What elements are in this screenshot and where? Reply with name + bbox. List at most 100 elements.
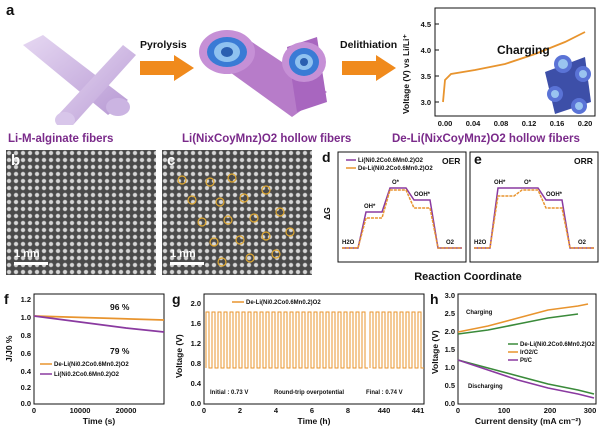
caption-delithiated: De-Li(NixCoyMnz)O2 hollow fibers [392,133,580,145]
h-legend-0: De-Li(Ni0.2Co0.6Mn0.2)O2 [520,342,595,348]
h-ytick-4: 2.0 [445,327,455,336]
inset-xtick-3: 0.12 [522,119,537,128]
inset-ylabel: Voltage (V) vs Li/Li⁺ [401,34,411,114]
g-ytick-4: 1.6 [191,319,201,328]
f-legend-1: Li(Ni0.2Co0.6Mn0.2)O2 [54,372,120,378]
oer-species-0: H2O [342,240,355,246]
panel-label-a: a [6,2,15,19]
g-ytick-3: 1.2 [191,339,201,348]
g-initial: Initial : 0.73 V [210,390,248,396]
g-xtick-2: 4 [274,406,279,415]
h-charging: Charging [466,310,493,316]
orr-species-4: O2 [578,240,587,246]
h-ytick-3: 1.5 [445,345,455,354]
caption-hollow: Li(NixCoyMnz)O2 hollow fibers [182,133,352,145]
orr-species-1: OH* [494,180,506,186]
f-ann2: 79 % [110,346,130,356]
de-xlabel: Reaction Coordinate [414,271,522,283]
delithiation-arrow-icon [342,55,396,81]
scale-text-b: 1 nm [14,248,40,260]
inset-charging-curve [442,31,586,103]
f-ytick-6: 1.2 [21,295,31,304]
f-xtick-2: 20000 [116,406,137,415]
h-xtick-2: 200 [544,406,557,415]
inset-ytick-1: 3.5 [421,72,431,81]
g-legend: De-Li(Ni0.2Co0.6Mn0.2)O2 [246,300,321,306]
panel-g-chart: g 0.0 0.4 0.8 1.2 1.6 2.0 0 2 4 6 8 440 … [172,291,425,426]
orr-species-0: H2O [474,240,487,246]
de-legend-0: Li(Ni0.2Co0.6Mn0.2)O2 [358,158,424,164]
f-curve-delithiated [33,315,165,321]
f-ytick-2: 0.4 [21,367,32,376]
pyrolysis-arrow-icon [140,55,194,81]
panel-label-h: h [430,291,439,307]
hollow-fibers-illustration [199,30,327,117]
oer-label: OER [442,156,460,166]
panel-f-chart: f 0.0 0.2 0.4 0.6 0.8 1.0 1.2 0 10000 20… [4,291,165,426]
oer-species-1: OH* [364,204,376,210]
orr-species-2: O* [524,180,532,186]
tem-image-b: b 1 nm [6,150,156,275]
inset-ytick-3: 4.5 [421,20,431,29]
f-ytick-5: 1.0 [21,313,31,322]
caption-alginate: Li-M-alginate fibers [8,133,114,145]
g-final: Final : 0.74 V [366,390,403,396]
f-ytick-3: 0.6 [21,349,31,358]
inset-xtick-4: 0.16 [550,119,565,128]
h-discharge-ptc [457,359,595,399]
g-xlabel: Time (h) [298,416,331,426]
g-mid: Round-trip overpotential [274,390,344,396]
panel-label-g: g [172,291,181,307]
g-xtick-6: 441 [412,406,425,415]
de-legend-1: De-Li(Ni0.2Co0.6Mn0.2)O2 [358,166,433,172]
oer-species-2: O* [392,180,400,186]
charging-inset-chart: 3.0 3.5 4.0 4.5 0.00 0.04 0.08 0.12 0.16… [401,7,596,128]
oer-species-4: O2 [446,240,455,246]
inset-ytick-0: 3.0 [421,98,431,107]
g-ytick-2: 0.8 [191,359,201,368]
delithiation-label: Delithiation [340,39,398,51]
orr-label: ORR [574,156,593,166]
f-ytick-1: 0.2 [21,383,31,392]
g-xtick-3: 6 [310,406,314,415]
h-charge-delithiated [457,303,589,333]
f-xtick-0: 0 [32,406,36,415]
free-energy-diagrams: ΔG d OER Li(Ni0.2Co0.6Mn0.2)O2 De-Li(Ni0… [322,149,599,283]
g-ytick-1: 0.4 [191,379,202,388]
inset-title: Charging [497,43,550,57]
f-xlabel: Time (s) [83,416,116,426]
alginate-fibers-illustration [23,35,136,125]
h-legend-1: IrO2/C [520,350,539,356]
panel-label-f: f [4,291,9,307]
h-xtick-1: 100 [498,406,511,415]
f-curve-pristine [33,315,165,333]
g-ytick-0: 0.0 [191,399,201,408]
de-ylabel: ΔG [322,207,332,220]
h-ytick-6: 3.0 [445,291,455,300]
inset-xtick-5: 0.20 [578,119,593,128]
panel-label-e: e [474,151,482,167]
f-ytick-0: 0.0 [21,399,31,408]
g-voltage-trace [205,311,424,369]
g-voltage-oscillation [205,311,424,369]
f-ylabel: J/J0 % [4,335,14,362]
scale-text-c: 1 nm [170,248,196,260]
scale-bar-b [14,262,48,265]
oer-curve-delithiated [342,189,462,249]
orr-curve-delithiated [474,189,594,249]
h-xtick-3: 300 [584,406,597,415]
vacancy-markers [177,173,295,267]
oer-curve-pristine [342,187,462,249]
inset-tubes-illustration [545,55,591,114]
orr-species-3: OOH* [546,192,563,198]
f-legend-0: De-Li(Ni0.2Co0.6Mn0.2)O2 [54,362,129,368]
inset-xtick-2: 0.08 [494,119,509,128]
g-xtick-0: 0 [202,406,206,415]
f-xtick-1: 10000 [70,406,91,415]
g-ytick-5: 2.0 [191,299,201,308]
h-charge-iro2 [457,313,579,335]
h-discharging: Discharging [468,384,503,390]
g-ylabel: Voltage (V) [174,334,184,378]
h-ytick-0: 0.0 [445,399,455,408]
g-xtick-5: 440 [378,406,391,415]
